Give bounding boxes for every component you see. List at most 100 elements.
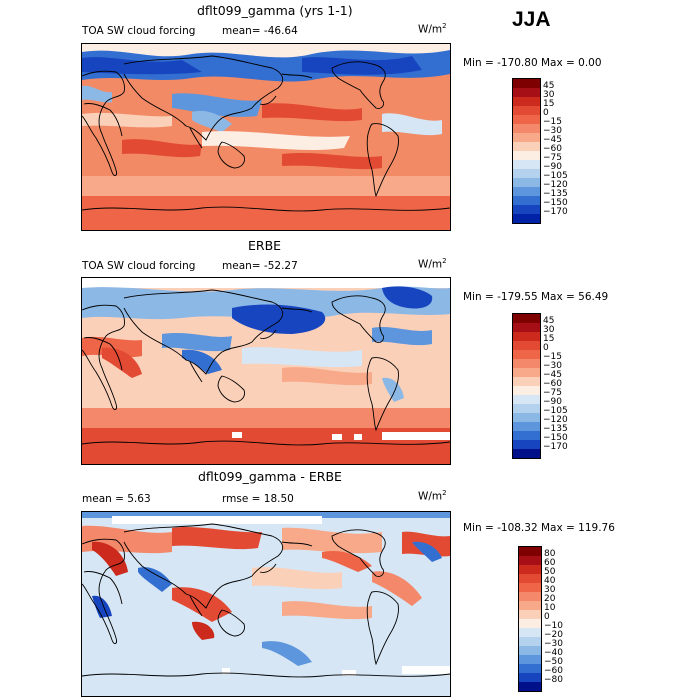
colorbar-tick-label: 80 — [544, 549, 556, 559]
colorbar-swatch — [519, 682, 541, 691]
colorbar-tick-label: −80 — [544, 675, 563, 685]
colorbar-swatch — [513, 413, 540, 422]
colorbar-tick-label: −120 — [543, 415, 568, 425]
colorbar-tick-label: −60 — [543, 144, 562, 154]
colorbar-swatch — [513, 169, 540, 178]
panel-1-map — [81, 43, 451, 231]
colorbar-tick-label: −30 — [543, 361, 562, 371]
colorbar-tick-label: 40 — [544, 576, 556, 586]
panel-1-coastlines — [82, 55, 450, 212]
colorbar-tick-label: −170 — [543, 207, 568, 217]
colorbar-swatch — [513, 395, 540, 404]
colorbar-tick-label: −150 — [543, 198, 568, 208]
colorbar-tick-label: −150 — [543, 433, 568, 443]
panel-1-units: W/m2 — [418, 22, 447, 36]
colorbar-tick-label: −105 — [543, 171, 568, 181]
colorbar-tick-label: −135 — [543, 189, 568, 199]
panel-2-map — [81, 277, 451, 465]
panel-3-coastlines — [82, 523, 450, 678]
panel-2-map-field — [82, 278, 450, 464]
colorbar-swatch — [519, 655, 541, 664]
colorbar-tick-label: −45 — [543, 370, 562, 380]
season-label: JJA — [512, 8, 551, 31]
colorbar-tick-label: 0 — [544, 612, 550, 622]
colorbar-tick-label: −105 — [543, 406, 568, 416]
colorbar-tick-label: −30 — [544, 639, 563, 649]
colorbar-swatch — [513, 151, 540, 160]
colorbar-swatch — [513, 431, 540, 440]
colorbar-swatch — [519, 574, 541, 583]
colorbar-swatch — [513, 133, 540, 142]
colorbar-swatch — [513, 106, 540, 115]
colorbar-swatch — [513, 377, 540, 386]
colorbar-tick-label: 60 — [544, 558, 556, 568]
colorbar-tick-label: −75 — [543, 153, 562, 163]
panel-2-minmax: Min = -179.55 Max = 56.49 — [463, 291, 609, 303]
panel-2-title: ERBE — [248, 238, 282, 253]
panel-3-mean-label: mean = 5.63 — [82, 493, 151, 505]
panel-3-map — [81, 511, 451, 697]
colorbar-swatch — [513, 115, 540, 124]
colorbar-swatch — [513, 368, 540, 377]
panel-1-title: dflt099_gamma (yrs 1-1) — [197, 3, 353, 18]
colorbar-swatch — [519, 556, 541, 565]
colorbar-swatch — [519, 601, 541, 610]
panel-1-mean-label: mean= -46.64 — [222, 25, 298, 37]
colorbar-tick-label: −15 — [543, 117, 562, 127]
panel-2-units: W/m2 — [418, 257, 447, 271]
colorbar-tick-label: 0 — [543, 108, 549, 118]
colorbar-tick-label: −50 — [544, 657, 563, 667]
colorbar-swatch — [513, 79, 540, 88]
panel-3-rmse-label: rmse = 18.50 — [222, 493, 294, 505]
colorbar-tick-label: 45 — [543, 81, 555, 91]
colorbar-swatch — [513, 440, 540, 449]
panel-2-colorbar — [512, 313, 541, 459]
colorbar-tick-label: −60 — [544, 666, 563, 676]
colorbar-tick-label: 50 — [544, 567, 556, 577]
colorbar-tick-label: −75 — [543, 388, 562, 398]
colorbar-swatch — [513, 205, 540, 214]
colorbar-swatch — [519, 547, 541, 556]
colorbar-tick-label: −170 — [543, 442, 568, 452]
colorbar-swatch — [513, 404, 540, 413]
panel-3-map-field — [82, 512, 450, 696]
colorbar-tick-label: −10 — [544, 621, 563, 631]
panel-1-field-label: TOA SW cloud forcing — [82, 25, 196, 37]
colorbar-swatch — [513, 350, 540, 359]
colorbar-swatch — [519, 610, 541, 619]
colorbar-tick-label: 15 — [543, 334, 555, 344]
colorbar-tick-label: −60 — [543, 379, 562, 389]
panel-3-units: W/m2 — [418, 489, 447, 503]
colorbar-swatch — [513, 449, 540, 458]
colorbar-swatch — [519, 673, 541, 682]
colorbar-swatch — [513, 88, 540, 97]
colorbar-tick-label: −15 — [543, 352, 562, 362]
colorbar-tick-label: −135 — [543, 424, 568, 434]
colorbar-swatch — [513, 160, 540, 169]
panel-2-field-label: TOA SW cloud forcing — [82, 260, 196, 272]
colorbar-swatch — [513, 341, 540, 350]
colorbar-swatch — [519, 628, 541, 637]
colorbar-swatch — [513, 196, 540, 205]
colorbar-tick-label: −20 — [544, 630, 563, 640]
panel-3-colorbar — [518, 546, 542, 692]
colorbar-swatch — [513, 124, 540, 133]
colorbar-swatch — [513, 187, 540, 196]
colorbar-tick-label: −30 — [543, 126, 562, 136]
colorbar-swatch — [519, 565, 541, 574]
colorbar-swatch — [519, 592, 541, 601]
colorbar-swatch — [513, 386, 540, 395]
colorbar-tick-label: 20 — [544, 594, 556, 604]
colorbar-swatch — [519, 664, 541, 673]
panel-3-title: dflt099_gamma - ERBE — [198, 469, 342, 484]
colorbar-swatch — [513, 323, 540, 332]
panel-1-minmax: Min = -170.80 Max = 0.00 — [463, 57, 602, 69]
panel-1-colorbar — [512, 78, 541, 224]
colorbar-tick-label: 15 — [543, 99, 555, 109]
colorbar-swatch — [513, 214, 540, 223]
colorbar-tick-label: −40 — [544, 648, 563, 658]
colorbar-swatch — [519, 583, 541, 592]
panel-3-minmax: Min = -108.32 Max = 119.76 — [463, 522, 615, 534]
colorbar-swatch — [519, 646, 541, 655]
colorbar-swatch — [519, 619, 541, 628]
